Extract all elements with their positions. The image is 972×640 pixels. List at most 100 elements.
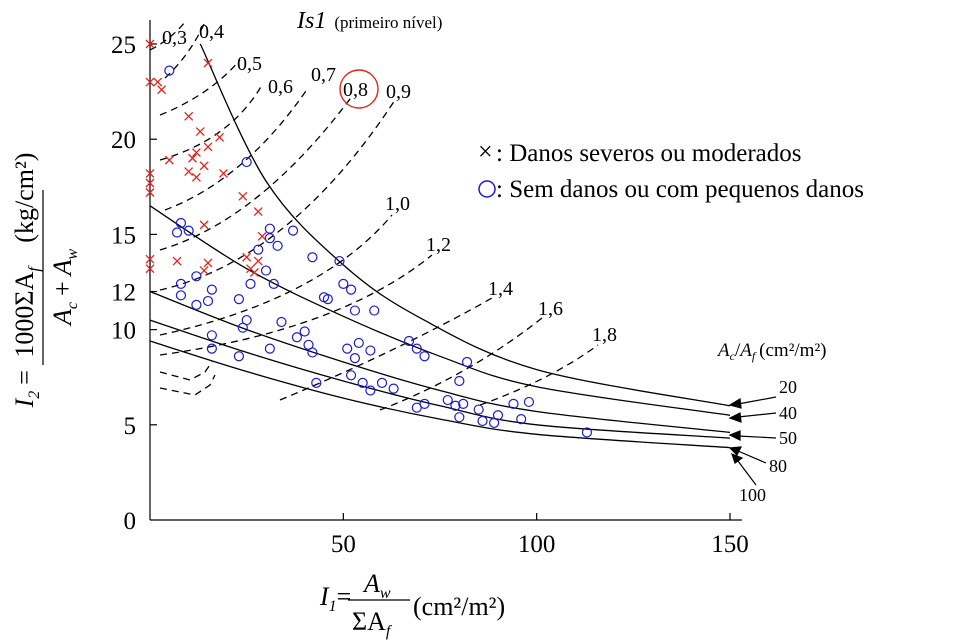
dashed-label: 0,6 [268,76,293,98]
undamaged-point [233,294,245,305]
dashed-label: 1,8 [592,324,617,346]
svg-text:Ac+Aw: Ac + Aw [48,248,81,327]
undamaged-point [237,322,248,333]
damaged-point [184,167,194,177]
arrow-line [737,450,767,464]
xlabel-lhs: I [319,582,330,611]
undamaged-point [345,284,357,295]
chart-title: Is1 (primeiro nível) [296,8,442,34]
ylabel-den2: A [48,259,77,277]
undamaged-point [365,385,376,396]
solid-label: 20 [779,377,797,397]
undamaged-point [268,278,279,290]
damaged-point [215,132,225,142]
undamaged-point [307,252,318,263]
x-tick-label: 100 [518,531,556,558]
y-axis-label: I2 = 1000ΣAf (kg/cm²) Ac + Aw [10,153,81,409]
ratio-unit: (cm²/m²) [759,340,826,361]
y-tick-label: 12 [111,280,136,307]
damaged-point [145,254,155,264]
arrow-line [737,396,777,405]
ratio-b: A [738,340,752,361]
x-ticks: 50 100 150 [331,513,749,558]
undamaged-point [411,343,422,354]
dashed-label: 1,4 [488,278,513,300]
x-axis-label: I1= Aw ΣAf (cm²/m²) [319,569,505,640]
ratio-slash: / [735,340,741,361]
legend-damaged-symbol: × [478,137,493,166]
y-tick-label: 10 [111,318,136,345]
undamaged-point [241,156,252,168]
undamaged-point [492,410,504,421]
undamaged-point [164,65,175,76]
undamaged-point [206,343,217,354]
damaged-point [253,207,263,217]
undamaged-point [523,396,535,408]
undamaged-point [403,335,415,347]
damaged-point [203,258,213,268]
solid-curve-80 [149,319,731,439]
xlabel-num-sub: w [380,585,391,602]
damaged-point [145,188,155,197]
undamaged-point [334,255,345,267]
dashed-curves [149,21,599,411]
dashed-curve-0-3 [149,21,186,51]
undamaged-point [338,278,349,290]
undamaged-point [260,265,272,276]
undamaged-point [299,326,310,337]
xlabel-num: A [362,569,380,598]
undamaged-point [454,412,465,423]
dashed-label: 1,6 [538,298,563,320]
ylabel-den: A [48,309,77,327]
undamaged-point [264,223,275,234]
ylabel-num: 1000ΣA [10,271,39,357]
undamaged-point [477,415,488,427]
title-symbol: Is1 [296,8,326,34]
dashed-step [159,361,213,381]
dashed-curve-1-4 [279,297,493,401]
ratio-header: Ac/Af (cm²/m²) [716,340,827,363]
x-tick-label: 150 [711,531,749,558]
solid-curve-50 [149,290,731,434]
damaged-point [203,142,213,152]
xlabel-den: ΣA [352,607,386,636]
solid-label: 100 [739,485,766,505]
dashed-label: 0,4 [199,21,224,43]
ratio-b-sub: f [752,349,757,363]
dashed-label-highlighted: 0,8 [343,79,368,101]
undamaged-point [206,284,217,295]
undamaged-point [272,240,283,251]
undamaged-point [508,398,519,409]
legend-undamaged-text: : Sem danos ou com pequenos danos [496,176,864,203]
solid-curve-100 [149,340,731,449]
undamaged-point [291,332,303,343]
svg-text:I2= 1000ΣAf (kg/cm: I2 = 1000ΣAf (kg/cm²) [10,153,45,409]
undamaged-point [581,427,593,438]
ylabel-lhs: I [10,397,39,408]
svg-text:Aw: Aw [362,569,391,602]
dashed-curve-1-0 [159,214,393,336]
undamaged-point [276,316,287,328]
undamaged-point [369,305,380,316]
title-note: (primeiro nível) [334,13,442,32]
arrow-head [731,452,744,464]
undamaged-point [175,217,187,229]
solid-label: 40 [779,403,797,423]
ylabel-den-sub2: w [64,248,81,259]
undamaged-point [345,370,357,381]
arrow-head [728,446,743,457]
damaged-point [238,191,248,201]
arrow-line [737,460,757,486]
dashed-curve-labels: 0,3 0,4 0,5 0,6 0,7 0,8 0,9 1,0 1,2 1,4 … [162,21,617,346]
undamaged-point [175,278,187,290]
dashed-label: 1,2 [426,234,451,256]
damaged-point [199,220,209,230]
ylabel-den-sub1: c [64,302,81,309]
damaged-point [153,77,163,87]
undamaged-point [307,347,318,358]
ylabel-sub: 2 [26,391,43,399]
damaged-point [188,153,197,163]
arrow-head [728,412,742,423]
ylabel-plus: + [48,281,77,296]
highlight-circle [339,69,379,109]
